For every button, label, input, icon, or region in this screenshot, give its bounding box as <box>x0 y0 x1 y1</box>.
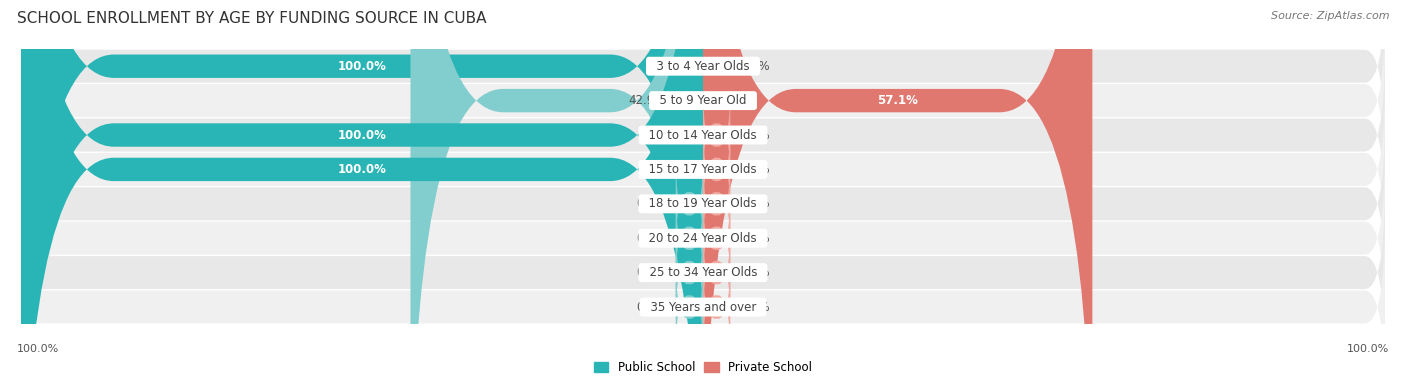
Text: 15 to 17 Year Olds: 15 to 17 Year Olds <box>641 163 765 176</box>
FancyBboxPatch shape <box>21 0 703 377</box>
FancyBboxPatch shape <box>411 0 703 377</box>
Text: 0.0%: 0.0% <box>741 300 770 314</box>
Text: 25 to 34 Year Olds: 25 to 34 Year Olds <box>641 266 765 279</box>
FancyBboxPatch shape <box>676 153 703 254</box>
FancyBboxPatch shape <box>703 119 730 220</box>
Text: 57.1%: 57.1% <box>877 94 918 107</box>
Text: 100.0%: 100.0% <box>17 344 59 354</box>
FancyBboxPatch shape <box>21 14 1385 187</box>
Text: 0.0%: 0.0% <box>636 300 665 314</box>
Text: 0.0%: 0.0% <box>741 232 770 245</box>
FancyBboxPatch shape <box>21 117 1385 291</box>
Text: 0.0%: 0.0% <box>741 197 770 210</box>
FancyBboxPatch shape <box>703 188 730 288</box>
Text: 3 to 4 Year Olds: 3 to 4 Year Olds <box>650 60 756 73</box>
Text: 42.9%: 42.9% <box>628 94 665 107</box>
FancyBboxPatch shape <box>703 153 730 254</box>
Text: 18 to 19 Year Olds: 18 to 19 Year Olds <box>641 197 765 210</box>
Text: 5 to 9 Year Old: 5 to 9 Year Old <box>652 94 754 107</box>
Text: Source: ZipAtlas.com: Source: ZipAtlas.com <box>1271 11 1389 21</box>
FancyBboxPatch shape <box>21 220 1385 377</box>
Text: 0.0%: 0.0% <box>636 266 665 279</box>
FancyBboxPatch shape <box>703 0 1092 377</box>
FancyBboxPatch shape <box>703 222 730 323</box>
Legend: Public School, Private School: Public School, Private School <box>589 356 817 377</box>
FancyBboxPatch shape <box>676 257 703 357</box>
FancyBboxPatch shape <box>21 48 1385 222</box>
Text: 0.0%: 0.0% <box>741 129 770 141</box>
FancyBboxPatch shape <box>703 85 730 185</box>
FancyBboxPatch shape <box>676 188 703 288</box>
Text: 0.0%: 0.0% <box>636 232 665 245</box>
FancyBboxPatch shape <box>21 186 1385 359</box>
Text: 100.0%: 100.0% <box>337 60 387 73</box>
FancyBboxPatch shape <box>21 0 1385 153</box>
Text: 100.0%: 100.0% <box>337 129 387 141</box>
Text: 0.0%: 0.0% <box>741 266 770 279</box>
Text: SCHOOL ENROLLMENT BY AGE BY FUNDING SOURCE IN CUBA: SCHOOL ENROLLMENT BY AGE BY FUNDING SOUR… <box>17 11 486 26</box>
FancyBboxPatch shape <box>703 16 730 116</box>
FancyBboxPatch shape <box>703 257 730 357</box>
Text: 10 to 14 Year Olds: 10 to 14 Year Olds <box>641 129 765 141</box>
Text: 100.0%: 100.0% <box>337 163 387 176</box>
Text: 35 Years and over: 35 Years and over <box>643 300 763 314</box>
FancyBboxPatch shape <box>21 83 1385 256</box>
Text: 20 to 24 Year Olds: 20 to 24 Year Olds <box>641 232 765 245</box>
FancyBboxPatch shape <box>21 0 703 377</box>
Text: 0.0%: 0.0% <box>741 163 770 176</box>
Text: 100.0%: 100.0% <box>1347 344 1389 354</box>
Text: 0.0%: 0.0% <box>741 60 770 73</box>
FancyBboxPatch shape <box>21 0 703 377</box>
FancyBboxPatch shape <box>676 222 703 323</box>
Text: 0.0%: 0.0% <box>636 197 665 210</box>
FancyBboxPatch shape <box>21 152 1385 325</box>
